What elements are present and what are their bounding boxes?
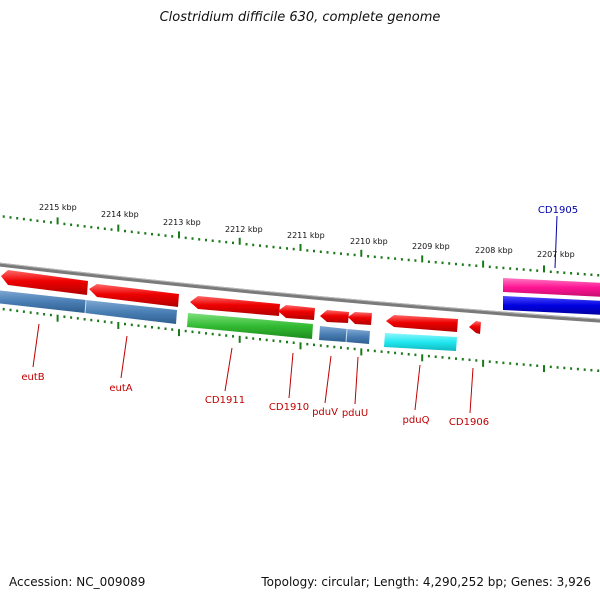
- gene-arrow-pduU[interactable]: [348, 312, 372, 325]
- cog-block-pduQ[interactable]: [384, 333, 457, 351]
- gene-label-eutA[interactable]: eutA: [109, 383, 132, 394]
- gene-arrow-pduV[interactable]: [320, 310, 349, 323]
- cog-divider: [84, 299, 87, 314]
- kbp-label: 2209 kbp: [412, 242, 450, 251]
- map-title: Clostridium difficile 630, complete geno…: [159, 10, 441, 25]
- genome-backbone-highlight: [0, 262, 600, 320]
- cog-lane: [0, 290, 457, 351]
- gene-arrow-CD1905[interactable]: [503, 278, 600, 297]
- cog-block-pduV[interactable]: [319, 326, 347, 342]
- gene-label-CD1910[interactable]: CD1910: [269, 402, 309, 413]
- kbp-label: 2208 kbp: [475, 246, 513, 255]
- minus-strand-genes: [1, 270, 481, 334]
- cog-block-eutA[interactable]: [85, 300, 177, 324]
- leader-line: [554, 215, 558, 269]
- kbp-label: 2211 kbp: [287, 231, 325, 240]
- kbp-label: 2215 kbp: [39, 203, 77, 212]
- cog-block-CD1911[interactable]: [187, 313, 313, 339]
- cog-block-pduU[interactable]: [346, 329, 370, 344]
- gene-arrow-eutB[interactable]: [1, 270, 88, 295]
- gene-label-CD1911[interactable]: CD1911: [205, 395, 245, 406]
- cog-block-eutB[interactable]: [0, 290, 86, 313]
- gene-arrow-CD1910[interactable]: [278, 305, 315, 320]
- kbp-label: 2214 kbp: [101, 210, 139, 219]
- cog-divider: [345, 328, 348, 343]
- leader-line: [354, 356, 359, 405]
- inner-tick-ruler: [2, 307, 600, 373]
- leader-line: [32, 323, 40, 368]
- gene-labels: eutB eutA CD1911 CD1910 pduV pduU pduQ C…: [21, 372, 489, 428]
- leader-line: [324, 355, 332, 404]
- gene-label-pduV[interactable]: pduV: [312, 407, 338, 418]
- cog-block-CD1905[interactable]: [503, 296, 600, 315]
- leader-line: [224, 347, 233, 392]
- accession-text: Accession: NC_009089: [9, 575, 146, 589]
- gene-arrow-eutA[interactable]: [89, 284, 179, 307]
- gene-label-CD1905[interactable]: CD1905: [538, 205, 578, 216]
- gene-label-eutB[interactable]: eutB: [21, 372, 44, 383]
- plus-strand-genes: [503, 278, 600, 315]
- kbp-label: 2212 kbp: [225, 225, 263, 234]
- kbp-label: 2213 kbp: [163, 218, 201, 227]
- leader-line: [469, 367, 474, 414]
- gene-arrow-pduQ[interactable]: [386, 315, 458, 332]
- genome-summary-text: Topology: circular; Length: 4,290,252 bp…: [261, 575, 591, 589]
- label-leaders: [32, 323, 474, 414]
- leader-line: [288, 352, 294, 399]
- kbp-label: 2210 kbp: [350, 237, 388, 246]
- gene-arrow-CD1906[interactable]: [469, 321, 481, 334]
- outer-tick-ruler: [2, 215, 600, 277]
- leader-line: [414, 364, 421, 411]
- gene-label-CD1906[interactable]: CD1906: [449, 417, 489, 428]
- genome-backbone: [0, 262, 600, 323]
- gene-arrow-CD1911[interactable]: [190, 296, 280, 316]
- leader-line: [120, 335, 128, 379]
- gene-label-pduQ[interactable]: pduQ: [403, 415, 430, 426]
- gene-label-pduU[interactable]: pduU: [342, 408, 368, 419]
